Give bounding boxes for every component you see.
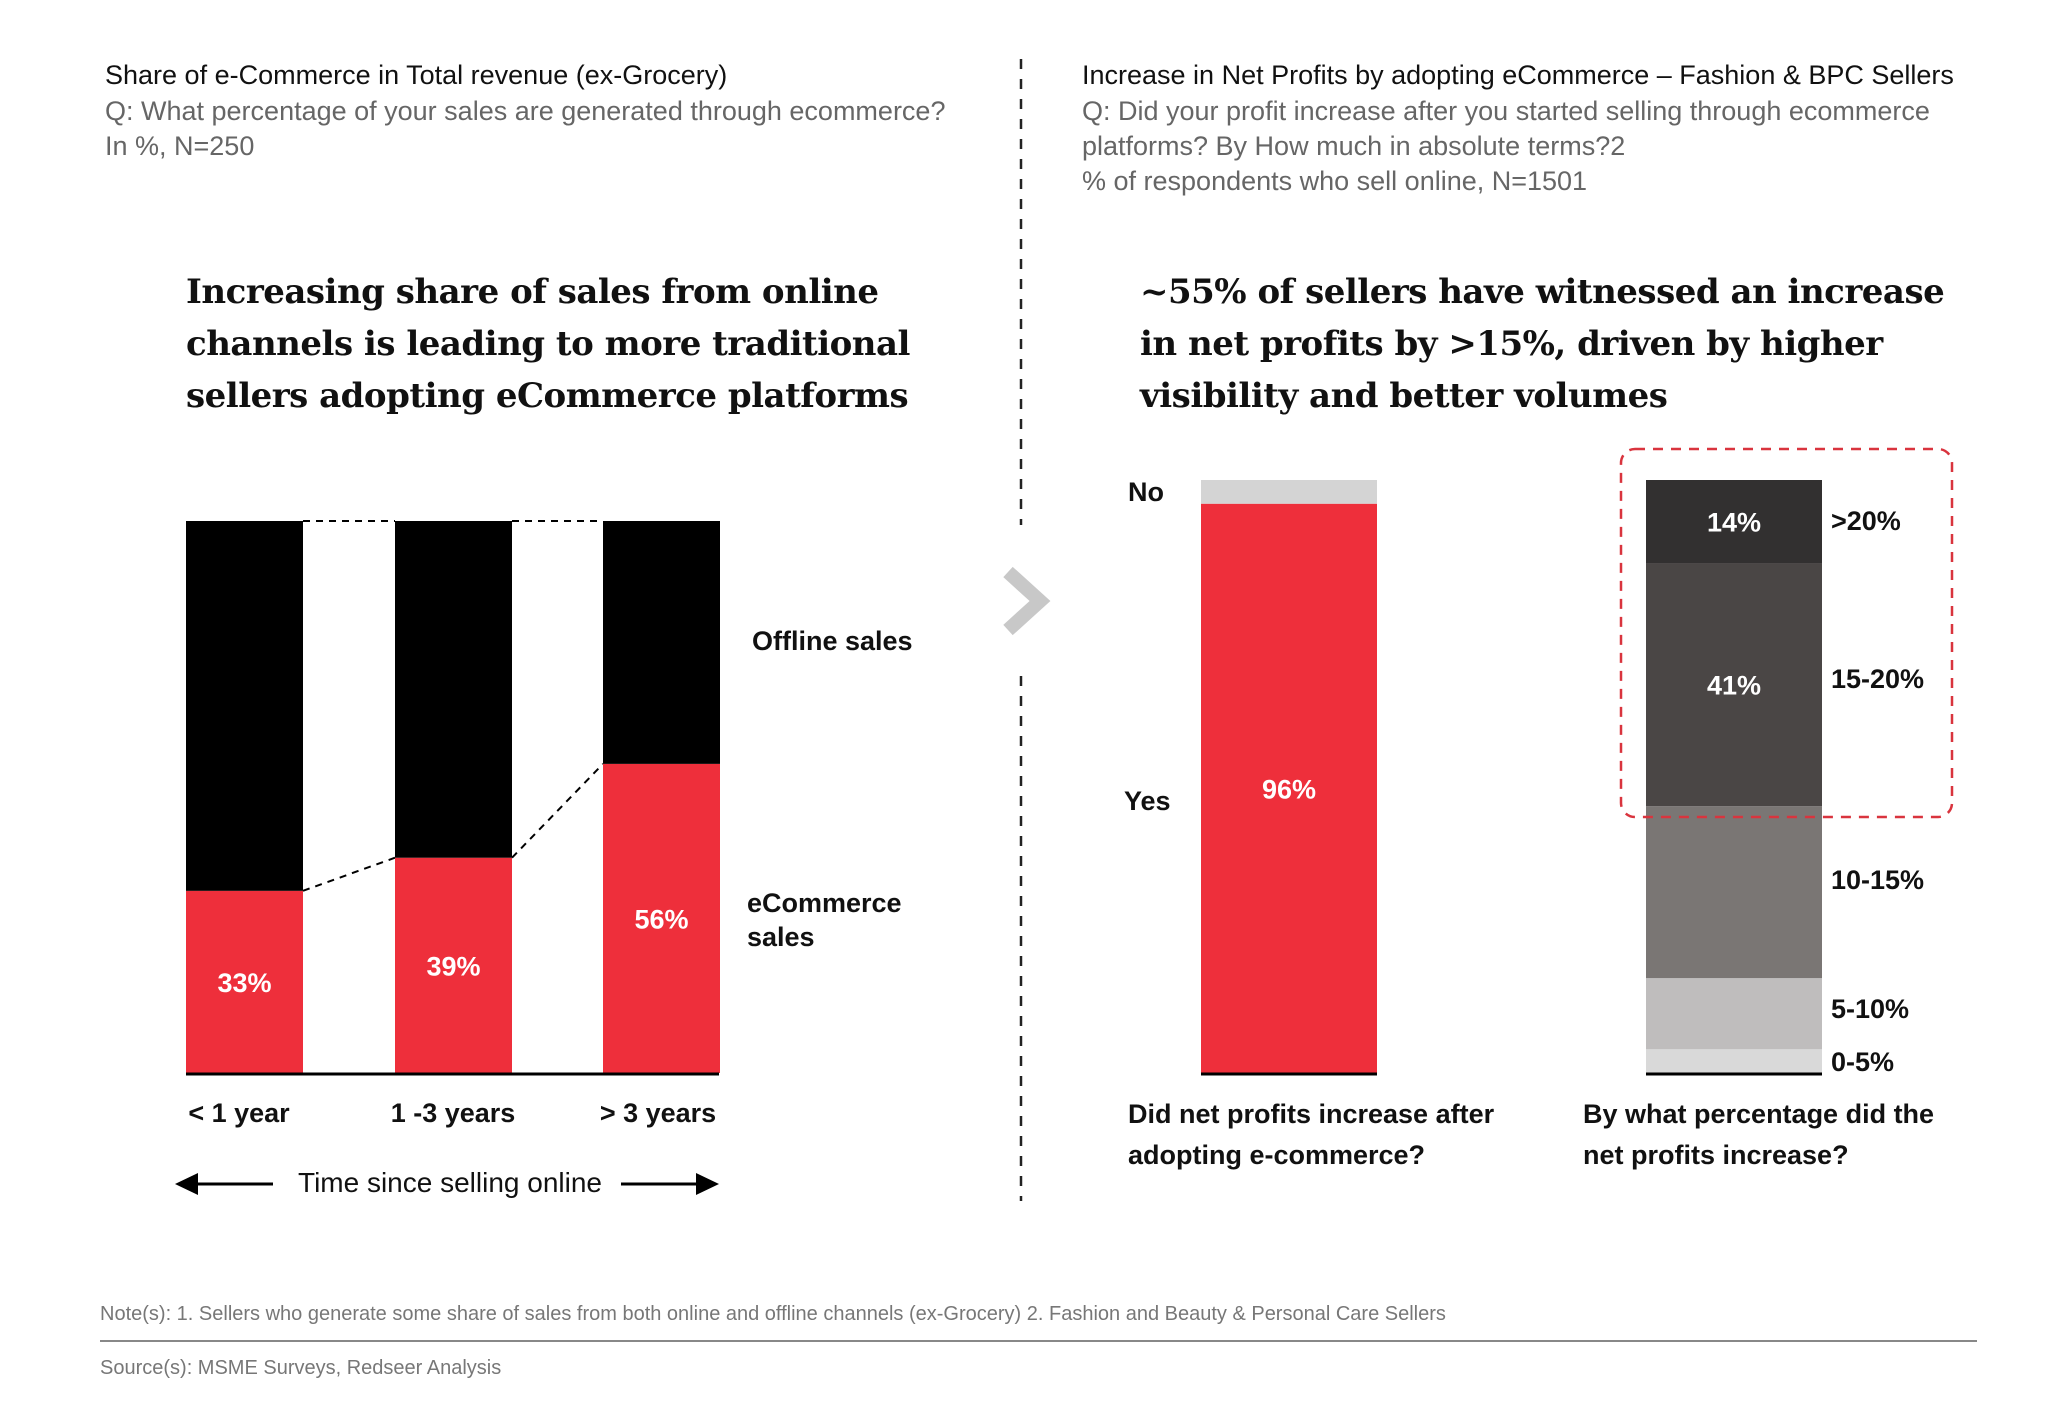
bar-offline: [186, 521, 303, 891]
ecommerce-label-line: eCommerce: [747, 888, 902, 918]
arrow-left-icon-head: [175, 1173, 198, 1195]
bar-segment--20-: [1646, 480, 1822, 564]
bar-ecommerce: [395, 857, 512, 1073]
segment-label: >20%: [1831, 506, 1901, 536]
profit-percentage-chart: 41% 14%: [1646, 480, 1822, 1076]
left-headline-line: channels is leading to more traditional: [186, 324, 910, 364]
connector-line: [511, 763, 604, 859]
right-chart-question-2: platforms? By How much in absolute terms…: [1082, 131, 1626, 161]
data-label: 39%: [426, 951, 480, 981]
data-label: 41%: [1707, 671, 1761, 701]
caption-line: Did net profits increase after: [1128, 1099, 1495, 1129]
right-headline: ~55% of sellers have witnessed an increa…: [1140, 266, 1945, 422]
caption-line: adopting e-commerce?: [1128, 1140, 1426, 1170]
right-headline-line: in net profits by >15%, driven by higher: [1140, 324, 1883, 364]
data-label: 96%: [1262, 774, 1316, 804]
x-axis-label: Time since selling online: [298, 1167, 602, 1198]
bar-segment-yes: [1201, 503, 1377, 1074]
segment-label: 10-15%: [1831, 865, 1925, 895]
bar-segment-15-20-: [1646, 563, 1822, 807]
right-headline-line: visibility and better volumes: [1140, 376, 1668, 416]
left-chart: 33% 39% 56%: [186, 520, 720, 1076]
ecommerce-sales-label: eCommerce sales: [747, 886, 902, 954]
data-label: 56%: [634, 904, 688, 934]
right-chart-title: Increase in Net Profits by adopting eCom…: [1082, 60, 1954, 90]
chevron-right-icon: [1003, 566, 1051, 636]
bar-offline: [603, 521, 720, 764]
right-chart-question-1: Q: Did your profit increase after you st…: [1082, 96, 1930, 126]
bar-segment-0-5-: [1646, 1049, 1822, 1073]
source: Source(s): MSME Surveys, Redseer Analysi…: [100, 1357, 502, 1379]
right-chart-meta: % of respondents who sell online, N=1501: [1082, 166, 1588, 196]
bar-ecommerce: [186, 890, 303, 1073]
caption-line: net profits increase?: [1583, 1140, 1849, 1170]
data-label: 14%: [1707, 508, 1761, 538]
right-headline-line: ~55% of sellers have witnessed an increa…: [1140, 272, 1945, 312]
segment-label: 5-10%: [1831, 994, 1910, 1024]
footer-divider: [100, 1340, 1977, 1342]
offline-sales-label: Offline sales: [752, 626, 913, 656]
segment-label: 15-20%: [1831, 664, 1925, 694]
left-headline-line: Increasing share of sales from online: [186, 272, 879, 312]
ecommerce-label-line: sales: [747, 922, 815, 952]
left-headline-line: sellers adopting eCommerce platforms: [186, 376, 909, 416]
bar-segment-5-10-: [1646, 978, 1822, 1050]
left-headline: Increasing share of sales from online ch…: [186, 266, 910, 422]
no-label: No: [1128, 477, 1164, 507]
data-label: 33%: [217, 968, 271, 998]
segment-label: 0-5%: [1831, 1047, 1895, 1077]
left-chart-meta: In %, N=250: [105, 131, 255, 161]
x-tick-label: > 3 years: [599, 1098, 717, 1128]
footnote: Note(s): 1. Sellers who generate some sh…: [100, 1303, 1446, 1325]
x-tick-label: < 1 year: [188, 1098, 290, 1128]
bar-ecommerce: [603, 763, 720, 1073]
connector-line: [302, 856, 396, 892]
caption-profit-increase: Did net profits increase after adopting …: [1128, 1094, 1494, 1176]
left-chart-question: Q: What percentage of your sales are gen…: [105, 96, 946, 126]
bar-segment-10-15-: [1646, 806, 1822, 979]
x-tick-label: 1 -3 years: [390, 1098, 516, 1128]
left-chart-title: Share of e-Commerce in Total revenue (ex…: [105, 60, 728, 90]
bar-offline: [395, 521, 512, 858]
caption-line: By what percentage did the: [1583, 1099, 1935, 1129]
yes-label: Yes: [1124, 786, 1171, 816]
caption-profit-percentage: By what percentage did the net profits i…: [1583, 1094, 1934, 1176]
highlight-box: [1619, 447, 1954, 819]
profit-increase-chart: 96%: [1201, 480, 1377, 1076]
arrow-right-icon-head: [696, 1173, 719, 1195]
bar-segment-no: [1201, 480, 1377, 504]
